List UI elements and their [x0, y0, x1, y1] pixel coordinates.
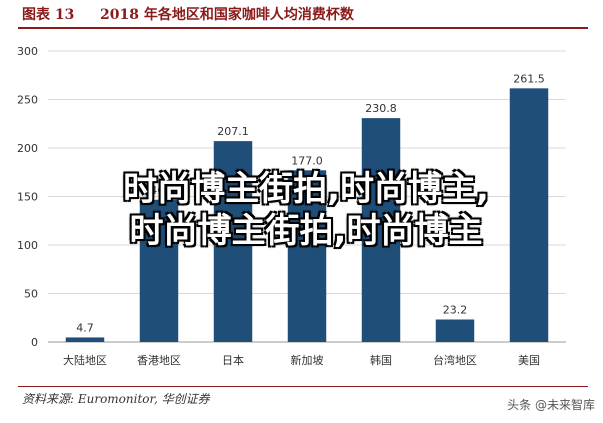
x-tick-label: 韩国 — [370, 353, 392, 367]
overlay-line-1: 时尚博主街拍,时尚博主, — [123, 169, 489, 209]
data-label: 207.1 — [217, 125, 249, 138]
bar — [65, 337, 105, 342]
x-tick-label: 大陆地区 — [63, 353, 107, 367]
x-tick-label: 新加坡 — [291, 353, 324, 367]
bar — [139, 199, 179, 342]
x-tick-label: 香港地区 — [137, 354, 181, 367]
y-tick-label: 150 — [17, 191, 38, 204]
figure-label: 图表 13 — [22, 7, 75, 23]
bar — [213, 141, 253, 342]
header-rule — [18, 27, 588, 29]
y-tick-label: 200 — [17, 142, 38, 155]
bar — [287, 170, 327, 342]
watermark-badge: 头条 @未来智库 — [507, 398, 595, 412]
chart-title: 2018 年各地区和国家咖啡人均消费杯数 — [100, 7, 354, 23]
data-label: 23.2 — [443, 303, 468, 316]
figure-header: 图表 13 2018 年各地区和国家咖啡人均消费杯数 — [0, 0, 603, 30]
data-label: 177.0 — [291, 154, 323, 167]
data-label: 261.5 — [513, 72, 545, 85]
y-tick-label: 50 — [24, 288, 38, 301]
data-label: 4.7 — [76, 321, 94, 334]
overlay-line-2: 时尚博主街拍,时尚博主 — [129, 211, 483, 251]
source-note: 资料来源: Euromonitor, 华创证券 — [22, 392, 210, 406]
bar — [435, 319, 475, 342]
data-label: 230.8 — [365, 102, 397, 115]
x-tick-label: 日本 — [222, 353, 244, 367]
y-tick-label: 300 — [17, 45, 38, 58]
y-tick-label: 0 — [31, 336, 38, 349]
bar — [509, 88, 549, 342]
y-tick-label: 250 — [17, 94, 38, 107]
bar — [361, 118, 401, 343]
overlay-watermark-text: 时尚博主街拍,时尚博主, 时尚博主街拍,时尚博主 — [16, 168, 596, 252]
y-tick-label: 100 — [17, 239, 38, 252]
x-tick-label: 台湾地区 — [433, 353, 477, 367]
x-tick-label: 美国 — [518, 354, 540, 367]
data-label: 146.6 — [143, 184, 175, 197]
footer-rule — [18, 386, 588, 387]
